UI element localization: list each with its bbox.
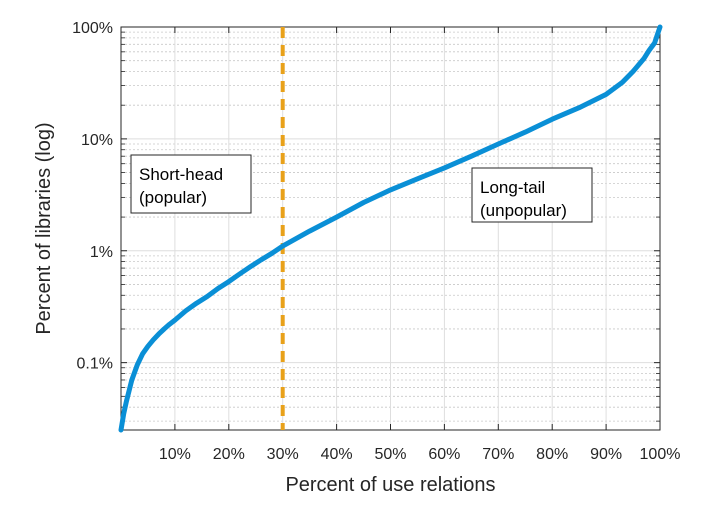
- annotation-long-tail-line2: (unpopular): [480, 201, 567, 220]
- y-tick-label: 10%: [81, 132, 113, 149]
- annotation-short-head-line1: Short-head: [139, 165, 223, 184]
- annotation-long-tail-box: [471, 167, 593, 223]
- y-tick-label: 100%: [72, 20, 113, 37]
- axis-ticks: [121, 26, 661, 430]
- x-tick-label: 40%: [321, 446, 353, 463]
- annotation-short-head-box: [130, 154, 252, 214]
- x-axis-title: Percent of use relations: [285, 474, 495, 496]
- annotation-long-tail-line1: Long-tail: [480, 178, 545, 197]
- annotation-long-tail: Long-tail (unpopular): [471, 167, 593, 223]
- y-tick-label: 1%: [90, 244, 113, 261]
- y-axis-title: Percent of libraries (log): [33, 122, 55, 334]
- x-tick-label: 100%: [640, 446, 681, 463]
- x-tick-label: 60%: [428, 446, 460, 463]
- x-tick-label: 10%: [159, 446, 191, 463]
- annotation-short-head-line2: (popular): [139, 188, 207, 207]
- annotation-short-head: Short-head (popular): [130, 154, 252, 214]
- series-line: [118, 24, 663, 433]
- major-grid: [121, 26, 661, 430]
- x-tick-label: 90%: [590, 446, 622, 463]
- x-tick-label: 50%: [374, 446, 406, 463]
- x-tick-label: 80%: [536, 446, 568, 463]
- x-tick-label: 30%: [267, 446, 299, 463]
- x-tick-label: 70%: [482, 446, 514, 463]
- y-tick-label: 0.1%: [77, 356, 113, 373]
- x-tick-labels: 10% 20% 30% 40% 50% 60% 70% 80% 90% 100%: [159, 446, 681, 463]
- x-tick-label: 20%: [213, 446, 245, 463]
- y-tick-labels: 0.1% 1% 10% 100%: [72, 20, 113, 373]
